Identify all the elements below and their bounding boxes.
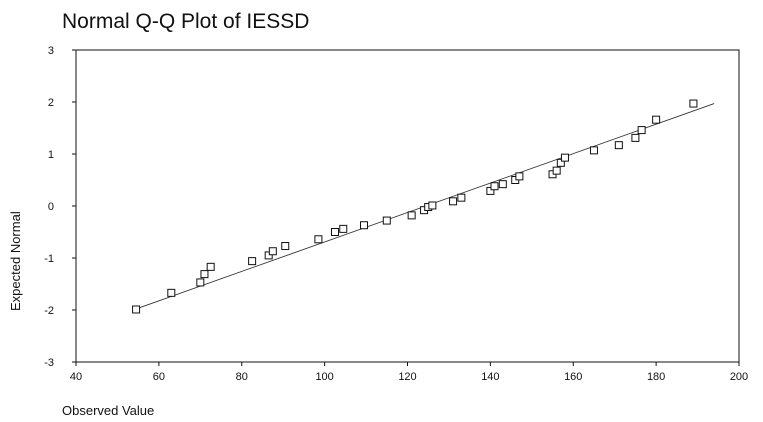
y-axis-label: Expected Normal <box>8 211 23 311</box>
data-point <box>314 235 323 244</box>
x-tick-label: 180 <box>647 371 665 383</box>
data-point <box>689 99 698 108</box>
x-tick-label: 100 <box>315 371 333 383</box>
data-point <box>457 193 466 202</box>
y-tick-label: -3 <box>44 357 54 369</box>
data-point <box>200 270 209 279</box>
data-point <box>556 158 565 167</box>
data-point <box>339 224 348 233</box>
chart-title: Normal Q-Q Plot of IESSD <box>62 10 310 33</box>
x-tick-label: 160 <box>564 371 582 383</box>
x-tick-label: 140 <box>481 371 499 383</box>
data-point <box>498 180 507 189</box>
x-tick-label: 60 <box>153 371 165 383</box>
y-tick-label: -1 <box>44 253 54 265</box>
data-point <box>552 166 561 175</box>
data-point <box>486 186 495 195</box>
data-point <box>515 172 524 181</box>
y-tick-label: 1 <box>48 149 54 161</box>
data-point <box>248 257 257 266</box>
data-point <box>196 278 205 287</box>
data-point <box>449 197 458 206</box>
data-point <box>614 141 623 150</box>
data-point <box>359 221 368 230</box>
plot-frame <box>75 49 740 363</box>
data-point <box>382 216 391 225</box>
x-tick-label: 120 <box>398 371 416 383</box>
x-tick-label: 80 <box>236 371 248 383</box>
data-point <box>652 115 661 124</box>
y-tick-label: 0 <box>48 201 54 213</box>
axes: -3 -2 -1 0 1 2 3 40 60 80 100 120 140 160 180 200 <box>44 45 748 383</box>
data-point <box>268 247 277 256</box>
data-point <box>560 153 569 162</box>
data-point <box>167 288 176 297</box>
y-tick-label: 3 <box>48 45 54 57</box>
data-points <box>132 99 698 314</box>
data-point <box>631 133 640 142</box>
data-point <box>330 228 339 236</box>
data-point <box>206 262 215 271</box>
data-point <box>281 242 290 251</box>
data-point <box>407 211 416 220</box>
data-point <box>637 126 646 135</box>
x-axis-label: Observed Value <box>62 403 155 418</box>
data-point <box>132 305 141 314</box>
data-point <box>490 182 499 191</box>
data-point <box>264 251 273 260</box>
data-point <box>428 201 437 210</box>
y-tick-label: 2 <box>48 97 54 109</box>
x-tick-label: 40 <box>70 371 82 383</box>
x-tick-label: 200 <box>730 371 748 383</box>
y-tick-label: -2 <box>44 305 54 317</box>
data-point <box>589 146 598 155</box>
